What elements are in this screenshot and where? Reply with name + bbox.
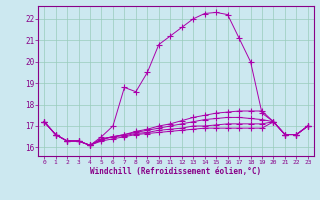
- X-axis label: Windchill (Refroidissement éolien,°C): Windchill (Refroidissement éolien,°C): [91, 167, 261, 176]
